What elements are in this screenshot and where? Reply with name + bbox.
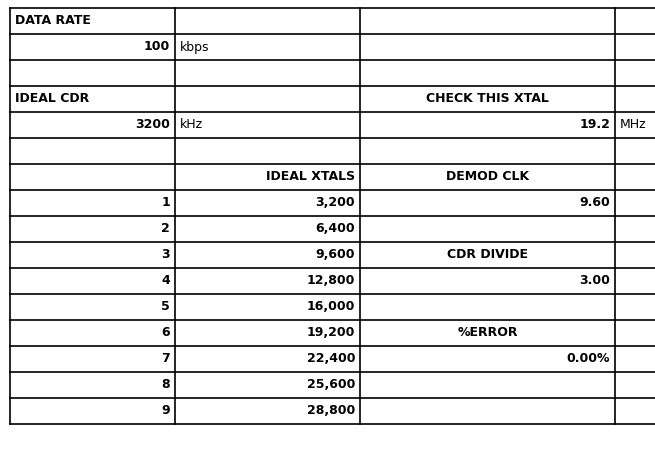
Text: 25,600: 25,600 — [307, 378, 355, 391]
Text: 8: 8 — [161, 378, 170, 391]
Text: %ERROR: %ERROR — [457, 327, 517, 340]
Text: 19,200: 19,200 — [307, 327, 355, 340]
Text: 9.60: 9.60 — [579, 196, 610, 209]
Text: 1: 1 — [161, 196, 170, 209]
Text: 4: 4 — [161, 274, 170, 287]
Text: IDEAL CDR: IDEAL CDR — [15, 92, 89, 105]
Text: 7: 7 — [161, 353, 170, 365]
Text: DATA RATE: DATA RATE — [15, 14, 91, 28]
Text: 16,000: 16,000 — [307, 300, 355, 314]
Text: kHz: kHz — [180, 118, 203, 132]
Text: IDEAL XTALS: IDEAL XTALS — [266, 170, 355, 183]
Text: CDR DIVIDE: CDR DIVIDE — [447, 249, 528, 261]
Text: CHECK THIS XTAL: CHECK THIS XTAL — [426, 92, 549, 105]
Text: kbps: kbps — [180, 41, 210, 54]
Text: DEMOD CLK: DEMOD CLK — [446, 170, 529, 183]
Text: 100: 100 — [143, 41, 170, 54]
Text: 12,800: 12,800 — [307, 274, 355, 287]
Text: 2: 2 — [161, 223, 170, 236]
Text: 5: 5 — [161, 300, 170, 314]
Text: 0.00%: 0.00% — [567, 353, 610, 365]
Text: 19.2: 19.2 — [579, 118, 610, 132]
Text: 3200: 3200 — [135, 118, 170, 132]
Text: 6,400: 6,400 — [315, 223, 355, 236]
Text: 22,400: 22,400 — [307, 353, 355, 365]
Text: 6: 6 — [161, 327, 170, 340]
Text: 9: 9 — [161, 405, 170, 418]
Text: 3: 3 — [161, 249, 170, 261]
Text: 28,800: 28,800 — [307, 405, 355, 418]
Text: 3,200: 3,200 — [315, 196, 355, 209]
Text: MHz: MHz — [620, 118, 646, 132]
Text: 3.00: 3.00 — [579, 274, 610, 287]
Text: 9,600: 9,600 — [316, 249, 355, 261]
